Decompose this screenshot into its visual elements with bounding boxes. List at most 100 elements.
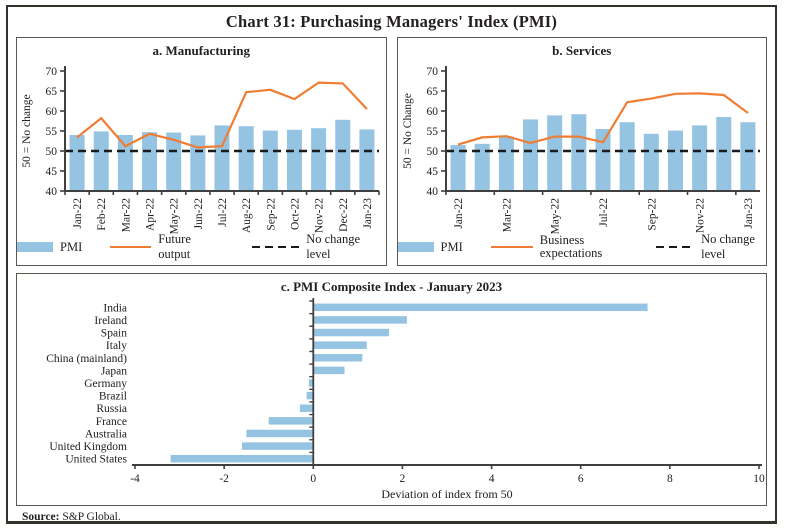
x-tick-label: Jan-23 [362, 198, 374, 229]
y-tick-label: 65 [46, 86, 58, 98]
manufacturing-legend: PMI Future output No change level [17, 232, 386, 262]
x-tick-label: Nov-22 [694, 198, 706, 233]
manufacturing-pmi-bar [359, 129, 375, 191]
composite-bar [312, 303, 648, 312]
services-pmi-bar [691, 125, 707, 191]
composite-bar [268, 417, 313, 425]
services-pmi-bar [667, 130, 683, 191]
x-tick-label: Sep-22 [266, 198, 278, 231]
manufacturing-pmi-bar [311, 128, 327, 191]
panel-composite: c. PMI Composite Index - January 2023 In… [16, 273, 767, 506]
business-expectations-line-swatch [490, 245, 533, 249]
country-label: Australia [84, 428, 126, 440]
x-tick-label: Dec-22 [338, 198, 350, 232]
y-tick-label: 70 [46, 66, 58, 78]
y-tick-label: 60 [46, 106, 58, 118]
composite-bar [308, 379, 313, 387]
manufacturing-pmi-bar [214, 125, 230, 191]
y-tick-label: 70 [426, 66, 438, 78]
manufacturing-pmi-bar [142, 132, 158, 191]
services-pmi-bar [450, 145, 466, 191]
country-label: Spain [100, 328, 126, 340]
x-tick-label: 0 [310, 473, 316, 485]
y-tick-label: 55 [46, 126, 58, 138]
x-tick-label: Sep-22 [646, 198, 658, 231]
manufacturing-pmi-bar [263, 130, 279, 191]
panel-services: b. Services 40 45 50 55 60 65 70 Jan-22 Mar-22 Ma… [396, 37, 767, 266]
composite-bar [312, 316, 407, 324]
pmi-label: PMI [60, 239, 83, 254]
manufacturing-pmi-bar [93, 131, 109, 191]
x-tick-label: Aug-22 [241, 198, 253, 233]
y-tick-label: 55 [426, 126, 438, 138]
services-pmi-bar [498, 136, 514, 191]
manufacturing-pmi-bar [238, 126, 254, 191]
x-tick-label: Jan-22 [453, 198, 465, 229]
x-tick-label: 8 [666, 473, 672, 485]
y-tick-label: 40 [426, 186, 438, 198]
composite-bar [312, 328, 389, 337]
no-change-dash-swatch [655, 245, 695, 249]
services-pmi-bar [740, 122, 756, 191]
composite-bar [245, 429, 313, 438]
y-tick-label: 65 [426, 86, 438, 98]
y-tick-label: 40 [46, 186, 58, 198]
x-tick-label: Mar-22 [121, 198, 133, 233]
x-tick-label: Nov-22 [314, 198, 326, 233]
y-axis-title: 50 = No change [21, 94, 33, 167]
x-tick-label: 4 [488, 473, 494, 485]
country-label: United States [65, 454, 127, 466]
manufacturing-title: a. Manufacturing [152, 43, 251, 58]
country-label: China (mainland) [46, 353, 127, 365]
pmi-bar-swatch [397, 242, 434, 252]
legend-item-no-change: No change level [655, 232, 766, 262]
x-tick-label: Mar-22 [501, 198, 513, 233]
manufacturing-pmi-bar [287, 129, 303, 191]
x-tick-label: Oct-22 [290, 198, 302, 230]
services-trend-line [457, 92, 749, 146]
y-tick-label: 50 [46, 146, 58, 158]
x-tick-label: Jan-22 [72, 198, 84, 229]
composite-bar [312, 354, 362, 362]
legend-item-business-expectations: Business expectations [490, 233, 628, 260]
legend-item-pmi: PMI [397, 239, 463, 255]
x-tick-label: Jul-22 [217, 198, 229, 227]
x-tick-label: May-22 [549, 198, 561, 235]
x-tick-label: 6 [577, 473, 583, 485]
services-pmi-bar [474, 143, 490, 191]
y-axis-title: 50 = No Change [402, 93, 414, 169]
country-label: United Kingdom [49, 441, 127, 453]
x-tick-label: Apr-22 [145, 198, 157, 231]
x-tick-label: Feb-22 [96, 198, 108, 231]
composite-bar [306, 391, 313, 400]
services-pmi-bar [522, 119, 538, 191]
x-tick-label: Jan-23 [743, 198, 755, 229]
y-tick-label: 50 [426, 146, 438, 158]
x-tick-label: 10 [753, 473, 765, 485]
manufacturing-trend-line [76, 81, 368, 149]
y-tick-label: 60 [426, 106, 438, 118]
legend-item-no-change: No change level [252, 232, 385, 262]
composite-bar [241, 442, 313, 450]
page-title: Chart 31: Purchasing Managers' Index (PM… [225, 12, 558, 31]
services-chart: 40 45 50 55 60 65 70 Jan-22 Mar-22 May-22 Jul-22 Se… [402, 66, 760, 235]
legend-item-pmi: PMI [17, 240, 82, 255]
country-label: Russia [96, 403, 127, 415]
x-tick-label: May-22 [169, 198, 181, 235]
country-label: India [103, 302, 127, 314]
y-tick-label: 45 [426, 166, 438, 178]
y-tick-label: 45 [46, 166, 58, 178]
composite-title: c. PMI Composite Index - January 2023 [280, 279, 503, 294]
no-change-dash-swatch [252, 245, 300, 249]
services-pmi-bar [571, 114, 587, 191]
source-text: S&P Global. [62, 511, 121, 523]
x-tick-label: 2 [399, 473, 405, 485]
x-tick-label: Jun-22 [193, 198, 205, 230]
country-label: Italy [105, 340, 126, 352]
pmi-label: PMI [440, 239, 463, 254]
no-change-label: No change level [701, 232, 755, 261]
services-pmi-bar [716, 117, 732, 191]
composite-bar [312, 341, 367, 349]
services-legend: PMI Business expectations No change leve… [397, 232, 767, 262]
